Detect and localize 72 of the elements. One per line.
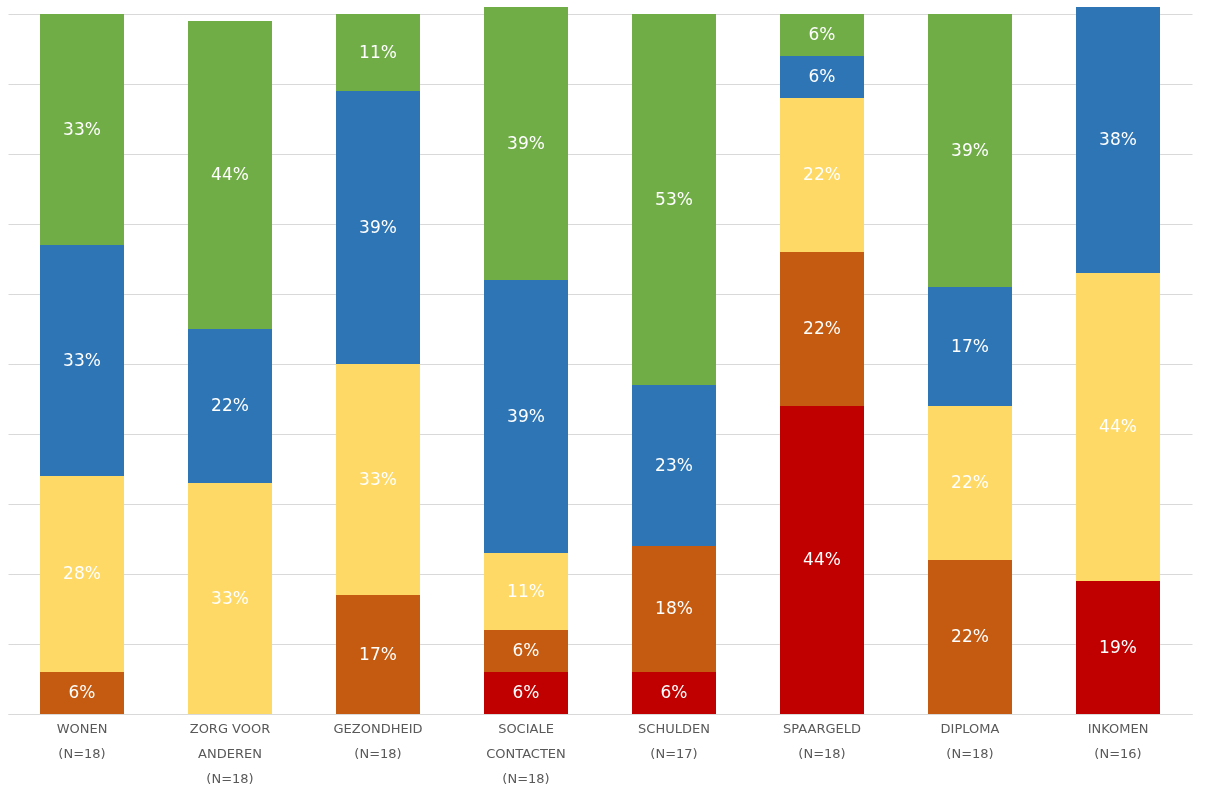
x-tick-label: SPAARGELD (N=18) — [783, 720, 861, 761]
data-label: 44% — [211, 164, 249, 184]
bar — [928, 14, 1012, 287]
data-label: 39% — [359, 216, 397, 237]
x-tick-label: ZORG VOOR ANDEREN (N=18) — [189, 720, 271, 786]
bar — [188, 329, 272, 483]
data-label: 6% — [660, 682, 688, 702]
data-label: 11% — [359, 41, 397, 62]
data-label: 22% — [951, 472, 989, 492]
data-label: 44% — [803, 549, 841, 569]
bar — [484, 630, 568, 672]
bar — [40, 672, 124, 714]
data-label: 53% — [655, 188, 693, 209]
x-tick-label: INKOMEN (N=16) — [1087, 720, 1149, 761]
data-label: 39% — [951, 139, 989, 160]
data-label: 17% — [951, 335, 989, 356]
data-label: 17% — [359, 643, 397, 664]
bar — [632, 14, 716, 385]
data-label: 33% — [211, 587, 249, 608]
data-label: 39% — [507, 405, 545, 426]
data-label: 44% — [1099, 416, 1137, 436]
data-label: 28% — [63, 563, 101, 583]
bar — [484, 553, 568, 630]
bar — [40, 476, 124, 672]
data-label: 6% — [512, 682, 540, 702]
bar — [1076, 581, 1160, 714]
data-label: 33% — [63, 118, 101, 139]
bar — [1076, 273, 1160, 581]
data-label: 33% — [63, 349, 101, 370]
bar — [928, 287, 1012, 406]
bar — [1076, 7, 1160, 273]
data-label: 22% — [803, 164, 841, 184]
data-label: 6% — [808, 24, 836, 44]
bar — [336, 14, 420, 91]
data-label: 23% — [655, 454, 693, 475]
bar — [40, 245, 124, 476]
bar — [188, 483, 272, 714]
data-label: 6% — [808, 66, 836, 86]
data-label: 22% — [211, 395, 249, 415]
x-tick-label: GEZONDHEID (N=18) — [333, 720, 423, 761]
data-label: 22% — [803, 318, 841, 338]
x-tick-label: SCHULDEN (N=17) — [638, 720, 710, 761]
data-label: 33% — [359, 468, 397, 489]
bar — [780, 14, 864, 56]
bar — [780, 252, 864, 406]
bar — [780, 406, 864, 714]
bar — [484, 672, 568, 714]
bar — [484, 280, 568, 553]
bar — [336, 91, 420, 364]
bar — [780, 56, 864, 98]
x-tick-label: SOCIALE CONTACTEN (N=18) — [486, 720, 566, 786]
data-label: 6% — [512, 640, 540, 660]
bar — [188, 21, 272, 329]
bar — [40, 14, 124, 245]
data-label: 38% — [1099, 129, 1137, 149]
data-label: 11% — [507, 580, 545, 601]
bar — [484, 7, 568, 280]
x-tick-label: DIPLOMA (N=18) — [940, 720, 1000, 761]
bar — [336, 364, 420, 595]
bar — [336, 595, 420, 714]
data-label: 19% — [1099, 636, 1137, 657]
data-label: 39% — [507, 132, 545, 153]
bar — [780, 98, 864, 252]
bar — [632, 546, 716, 672]
bar — [632, 672, 716, 714]
bar — [928, 560, 1012, 714]
x-tick-label: WONEN (N=18) — [56, 720, 108, 761]
data-label: 22% — [951, 626, 989, 646]
data-label: 18% — [655, 598, 693, 618]
data-label: 6% — [68, 682, 96, 702]
bar — [928, 406, 1012, 560]
bar — [632, 385, 716, 546]
